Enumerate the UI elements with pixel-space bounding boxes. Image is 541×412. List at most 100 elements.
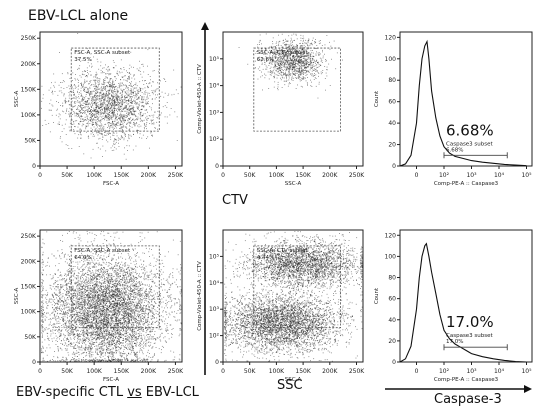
plot-bottom-right-frame — [399, 229, 533, 363]
plot-bottom-left-gate-name: FSC-A, SSC-A subset — [74, 248, 131, 254]
plot-top-right-x-tick-label: 0 — [415, 172, 419, 179]
plot-bottom-right-gate-value: 17.0% — [446, 339, 463, 345]
plot-bottom-right-gate-name: Caspase3 subset — [446, 333, 494, 339]
plot-top-middle-y-tick-label: 0 — [215, 163, 219, 170]
plot-bottom-middle-x-tick-label: 0 — [221, 368, 225, 375]
plot-bottom-left-y-tick-label: 200K — [21, 258, 37, 265]
plot-top-middle-y-tick-label: 10⁵ — [209, 56, 220, 63]
plot-bottom-right-y-tick-label: 40 — [388, 317, 396, 324]
plot-bottom-left-gate — [70, 245, 160, 329]
plot-top-middle-frame — [222, 31, 364, 167]
plot-bottom-left-x-tick-label: 150K — [114, 368, 130, 375]
plot-top-left-frame — [39, 31, 183, 167]
plot-bottom-right-x-tick-label: 10⁴ — [494, 368, 505, 375]
plot-top-left-y-tick-label: 50K — [24, 137, 37, 144]
plot-bottom-middle-event-cloud — [224, 269, 363, 362]
plot-bottom-middle-gate — [253, 245, 342, 329]
plot-bottom-left-x-tick-label: 100K — [86, 368, 102, 375]
plot-bottom-middle-y-tick-label: 10⁴ — [209, 280, 220, 287]
plot-bottom-middle-event-cloud — [224, 231, 363, 311]
plot-bottom-left-y-tick-label: 250K — [21, 233, 37, 240]
plot-bottom-right-big-percentage: 17.0% — [446, 313, 494, 331]
plot-top-middle-x-tick-label: 150K — [295, 172, 311, 179]
plot-top-left-gate-value: 37.5% — [74, 57, 91, 63]
plot-top-left-y-tick-label: 200K — [21, 61, 37, 68]
plot-top-left-y-axis-label: SSC-A — [14, 91, 20, 108]
plot-top-right-histogram-curve — [399, 39, 527, 167]
plot-top-left: FSC-A SSC-A 0 50K 100K 150K 200K 250K 0 50K 100K 15… — [14, 31, 184, 187]
plot-bottom-middle-x-tick-label: 150K — [295, 368, 311, 375]
plot-bottom-right-y-tick-label: 80 — [388, 275, 396, 282]
plot-top-left-y-tick-label: 0 — [32, 163, 36, 170]
plot-top-middle-gate — [253, 47, 342, 132]
plot-top-middle-y-tick-label: 10³ — [209, 109, 220, 116]
plot-top-left-x-tick-label: 200K — [141, 172, 157, 179]
plot-top-right-y-tick-label: 60 — [388, 99, 396, 106]
plot-bottom-middle-gate-value: 4.44% — [257, 255, 274, 261]
plot-top-right-x-tick-label: 10² — [439, 172, 450, 179]
plot-bottom-right-histogram-curve — [399, 242, 527, 363]
plot-top-right-y-tick-label: 40 — [388, 120, 396, 127]
plot-top-right-x-tick-label: 10⁵ — [521, 172, 532, 179]
plot-top-middle-y-axis-label: Comp-Violet-450-A :: CTV — [197, 64, 203, 134]
plot-bottom-middle-x-tick-label: 200K — [322, 368, 338, 375]
plot-bottom-middle-y-tick-label: 10² — [209, 333, 220, 340]
plot-bottom-left-x-tick-label: 250K — [168, 368, 184, 375]
label-vs: vs — [127, 385, 142, 400]
plot-bottom-left-y-tick-label: 50K — [24, 334, 37, 341]
caspase3-label: Caspase-3 — [434, 392, 502, 407]
plot-top-right-big-percentage: 6.68% — [446, 121, 494, 139]
plot-bottom-right-y-tick-label: 20 — [388, 338, 396, 345]
plot-top-right-x-axis-label: Comp-PE-A :: Caspase3 — [434, 181, 499, 187]
plot-top-left-y-tick-label: 150K — [21, 86, 37, 93]
plot-bottom-right-x-tick-label: 10⁵ — [521, 368, 532, 375]
plot-bottom-left-frame — [39, 229, 183, 363]
plot-bottom-left-x-axis-label: FSC-A — [103, 377, 119, 383]
label-ebv-lcl-alone: EBV-LCL alone — [28, 8, 129, 24]
plot-top-right-frame — [399, 31, 533, 167]
plot-bottom-left-x-tick-label: 200K — [141, 368, 157, 375]
plot-top-left-y-tick-label: 100K — [21, 112, 37, 119]
plot-bottom-left-x-tick-label: 0 — [38, 368, 42, 375]
plot-top-right-y-tick-label: 100 — [385, 56, 397, 63]
label-ctl-vs-lcl: EBV-specific CTL vs EBV-LCL — [16, 385, 199, 400]
plot-top-middle-x-tick-label: 50K — [244, 172, 257, 179]
plot-top-middle-x-tick-label: 250K — [349, 172, 365, 179]
plot-top-right-gate-value: 6.68% — [446, 147, 463, 153]
plot-top-left-event-cloud — [41, 33, 182, 160]
plot-bottom-middle-x-tick-label: 250K — [349, 368, 365, 375]
plot-bottom-middle-y-tick-label: 10⁵ — [209, 253, 220, 260]
plot-top-middle-gate-value: 62.8% — [257, 57, 274, 63]
plot-top-right-y-tick-label: 80 — [388, 77, 396, 84]
plot-top-right-y-tick-label: 20 — [388, 142, 396, 149]
plot-bottom-left-y-tick-label: 0 — [32, 359, 36, 366]
plot-top-middle-x-tick-label: 0 — [221, 172, 225, 179]
plot-top-middle-x-tick-label: 100K — [269, 172, 285, 179]
plot-bottom-left-y-tick-label: 150K — [21, 283, 37, 290]
plot-bottom-middle-x-tick-label: 100K — [269, 368, 285, 375]
plot-bottom-middle-gate-name: SSC-A, CTV subset — [257, 248, 309, 254]
plot-bottom-left-gate-value: 64.0% — [74, 255, 91, 261]
plot-bottom-left-y-tick-label: 100K — [21, 309, 37, 316]
plot-bottom-middle-x-axis-label: SSC-A — [285, 377, 302, 383]
ssc-label: SSC — [277, 378, 303, 393]
plot-top-right-y-tick-label: 120 — [385, 34, 397, 41]
plot-bottom-middle-y-axis-label: Comp-Violet-450-A :: CTV — [197, 261, 203, 331]
plot-top-middle-y-tick-label: 10² — [209, 136, 220, 143]
plot-top-left-y-tick-label: 250K — [21, 35, 37, 42]
plot-top-middle-gate-name: SSC-A, CTV subset — [257, 50, 309, 56]
plot-bottom-middle-frame — [222, 229, 364, 363]
plot-top-middle-x-axis-label: SSC-A — [285, 181, 302, 187]
plot-bottom-right-x-tick-label: 10² — [439, 368, 450, 375]
label-ctl-suffix: EBV-LCL — [141, 385, 199, 400]
plot-bottom-middle-y-tick-label: 10³ — [209, 306, 220, 313]
plot-top-middle-y-tick-label: 10⁴ — [209, 83, 220, 90]
plot-top-right-x-tick-label: 10⁴ — [494, 172, 505, 179]
plot-top-left-x-axis-label: FSC-A — [103, 181, 119, 187]
plot-top-left-x-tick-label: 150K — [114, 172, 130, 179]
plot-bottom-middle-y-tick-label: 0 — [215, 359, 219, 366]
